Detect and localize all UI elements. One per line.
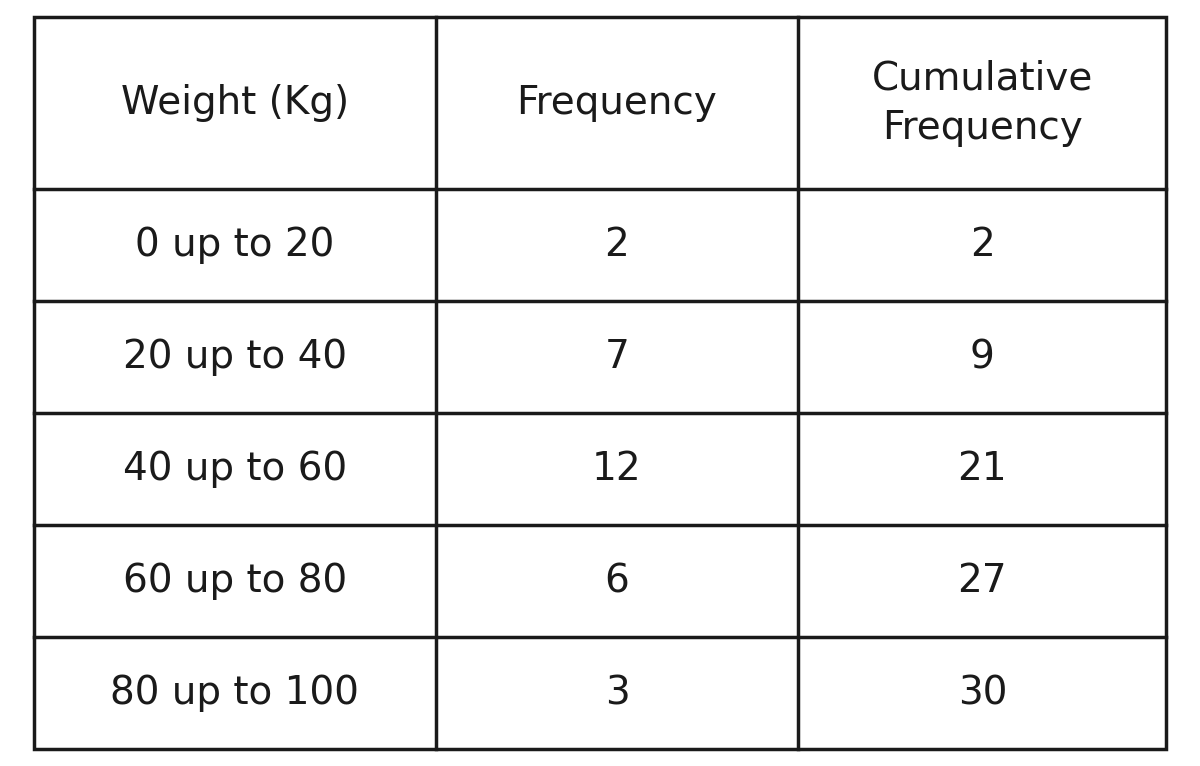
Text: 30: 30: [958, 674, 1007, 712]
Text: 60 up to 80: 60 up to 80: [122, 562, 347, 601]
Text: 2: 2: [970, 227, 995, 264]
Text: 3: 3: [605, 674, 629, 712]
Text: 20 up to 40: 20 up to 40: [122, 339, 347, 376]
Text: Weight (Kg): Weight (Kg): [121, 84, 349, 122]
Text: Frequency: Frequency: [517, 84, 718, 122]
Text: 27: 27: [958, 562, 1007, 601]
Text: 21: 21: [958, 450, 1007, 488]
Text: 2: 2: [605, 227, 629, 264]
Text: 12: 12: [592, 450, 642, 488]
Text: 0 up to 20: 0 up to 20: [134, 227, 335, 264]
Text: 80 up to 100: 80 up to 100: [110, 674, 359, 712]
Text: 9: 9: [970, 339, 995, 376]
Text: 7: 7: [605, 339, 630, 376]
Text: 6: 6: [605, 562, 630, 601]
Text: Cumulative
Frequency: Cumulative Frequency: [871, 59, 1093, 147]
Text: 40 up to 60: 40 up to 60: [122, 450, 347, 488]
